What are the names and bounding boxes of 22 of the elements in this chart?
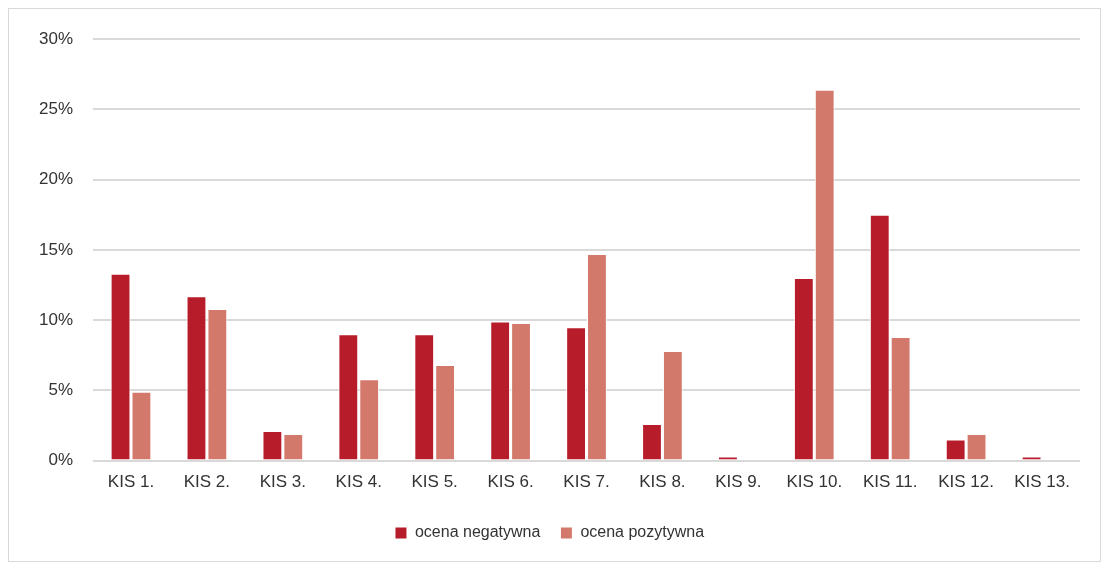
x-tick-label: KIS 11. [862,472,918,492]
y-tick-label: 25% [38,99,74,119]
y-tick-label: 10% [38,309,74,329]
x-tick-label: KIS 13. [1014,472,1070,492]
y-tick-label: 30% [38,28,74,48]
x-tick-label: KIS 9. [715,472,762,492]
y-tick-label: 20% [38,169,74,189]
x-tick-label: KIS 3. [259,472,306,492]
x-tick-label: KIS 2. [183,472,231,492]
x-tick-label: KIS 1. [107,472,155,492]
legend-label: ocena pozytywna [580,523,705,541]
x-tick-label: KIS 7. [563,472,610,492]
y-tick-label: 5% [48,380,74,400]
x-tick-label: KIS 12. [938,472,994,492]
x-tick-label: KIS 6. [487,472,534,492]
x-tick-label: KIS 8. [639,472,686,492]
legend-label: ocena negatywna [414,523,541,541]
x-tick-label: KIS 4. [335,472,382,492]
y-tick-label: 15% [38,239,74,259]
x-tick-label: KIS 5. [411,472,458,492]
x-tick-label: KIS 10. [786,472,843,492]
y-tick-label: 0% [48,450,74,470]
